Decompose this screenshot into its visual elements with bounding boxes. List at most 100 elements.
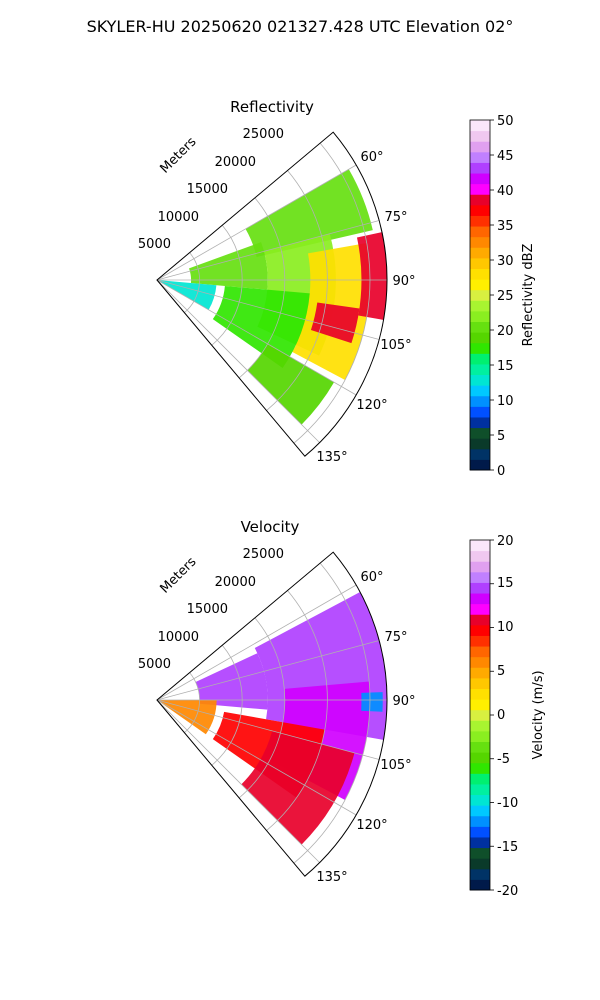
polar-grid: [156, 562, 387, 864]
azimuth-tick-label: 135°: [316, 870, 347, 885]
colorbar-swatch: [470, 310, 490, 323]
azimuth-spoke: [156, 164, 357, 281]
polar-grid: [156, 142, 387, 444]
colorbar-swatch: [470, 215, 490, 227]
azimuth-tick-label: 90°: [392, 274, 415, 289]
azimuth-spoke: [156, 699, 380, 760]
svg-text:Reflectivity dBZ: Reflectivity dBZ: [521, 244, 536, 347]
colorbar-swatch: [470, 374, 490, 386]
colorbar-swatch: [470, 720, 490, 732]
azimuth-spoke: [156, 220, 380, 281]
colorbar-tick-label: 0: [497, 464, 505, 479]
colorbar-tick-label: -15: [497, 840, 518, 855]
echo-region: [212, 285, 310, 368]
sector-border: [156, 551, 388, 877]
colorbar-tick-label: 20: [497, 534, 514, 549]
velocity-echo-layer: [157, 592, 387, 845]
panel-title: Velocity: [241, 518, 300, 536]
range-axis-label: Meters: [158, 134, 200, 176]
colorbar-ticks: 0 5 10 15 20 25 30 35 40 45 50: [497, 114, 514, 479]
colorbar-tick-label: 40: [497, 184, 514, 199]
colorbar-swatch: [470, 300, 490, 312]
colorbar-swatch: [470, 416, 490, 429]
colorbar-swatch: [470, 438, 490, 450]
colorbar-swatch: [470, 540, 490, 552]
range-ring: [211, 224, 243, 346]
colorbar-swatch: [470, 646, 490, 658]
echo-region: [241, 730, 355, 845]
echo-region: [189, 242, 268, 290]
sector-border: [156, 131, 388, 457]
colorbar-swatch: [470, 614, 490, 626]
colorbar-swatch: [470, 624, 490, 636]
colorbar-label: Reflectivity dBZ: [521, 244, 536, 347]
range-tick-label: 5000: [138, 657, 171, 672]
colorbar-swatch: [470, 582, 490, 594]
colorbar-swatch: [470, 847, 490, 859]
range-tick-label: 15000: [187, 182, 228, 197]
range-tick-labels: 5000 10000 15000 20000 25000: [138, 127, 284, 252]
colorbar-swatch: [470, 459, 490, 471]
colorbar-swatch: [470, 730, 490, 743]
colorbar-swatch: [470, 762, 490, 774]
azimuth-spoke: [156, 279, 380, 340]
range-axis-label: Meters: [158, 554, 200, 596]
colorbar-swatch: [470, 709, 490, 721]
colorbar-tick-label: 10: [497, 394, 514, 409]
colorbar-swatch: [470, 603, 490, 615]
colorbar-swatch: [470, 363, 490, 376]
colorbar-swatch: [470, 151, 490, 163]
colorbar-swatch: [470, 448, 490, 460]
colorbar-tick-label: 5: [497, 429, 505, 444]
echo-region: [310, 302, 360, 344]
colorbar-swatch: [470, 868, 490, 880]
azimuth-tick-label: 105°: [380, 758, 411, 773]
figure-title: SKYLER-HU 20250620 021327.428 UTC Elevat…: [87, 17, 514, 36]
azimuth-tick-label: 90°: [392, 694, 415, 709]
range-ring: [266, 170, 328, 411]
echo-region: [157, 280, 217, 310]
svg-text:Meters: Meters: [158, 554, 200, 596]
svg-text:Meters: Meters: [158, 134, 200, 176]
azimuth-tick-label: 75°: [384, 210, 407, 225]
range-tick-label: 10000: [158, 210, 199, 225]
azimuth-spoke: [156, 279, 320, 443]
range-tick-label: 10000: [158, 630, 199, 645]
colorbar-tick-label: -10: [497, 796, 518, 811]
range-tick-label: 20000: [215, 575, 256, 590]
colorbar-label: Velocity (m/s): [531, 670, 546, 759]
colorbar-tick-label: 35: [497, 219, 514, 234]
range-ring: [211, 644, 243, 766]
colorbar-swatch: [470, 805, 490, 817]
colorbar-swatch: [470, 783, 490, 796]
colorbar-swatch: [470, 858, 490, 870]
colorbar-tick-label: -20: [497, 884, 518, 899]
colorbar-swatch: [470, 342, 490, 354]
echo-region: [361, 692, 383, 712]
colorbar-tick-label: 45: [497, 149, 514, 164]
colorbar-swatch: [470, 236, 490, 248]
colorbar-swatch: [470, 289, 490, 301]
echo-region: [195, 653, 268, 710]
colorbar-swatch: [470, 173, 490, 185]
colorbar-swatch: [470, 395, 490, 407]
colorbar-swatch: [470, 385, 490, 397]
range-tick-label: 25000: [243, 547, 284, 562]
colorbar-swatch: [470, 120, 490, 132]
colorbar-swatch: [470, 836, 490, 849]
velocity-colorbar: [469, 539, 494, 891]
colorbar-swatch: [470, 826, 490, 838]
colorbar-swatch: [470, 162, 490, 174]
colorbar-swatch: [470, 593, 490, 605]
azimuth-tick-label: 105°: [380, 338, 411, 353]
range-ring: [266, 590, 328, 831]
colorbar-swatch: [470, 773, 490, 785]
azimuth-tick-label: 120°: [356, 398, 387, 413]
colorbar-swatch: [470, 247, 490, 259]
reflectivity-panel: Reflectivity Meters 5000 10000 15000 200…: [138, 98, 536, 479]
colorbar-swatch: [470, 204, 490, 216]
velocity-panel: Velocity Meters 5000 10000 15000 20000 2…: [138, 518, 546, 899]
colorbar-swatch: [470, 353, 490, 365]
colorbar-swatch: [470, 741, 490, 753]
